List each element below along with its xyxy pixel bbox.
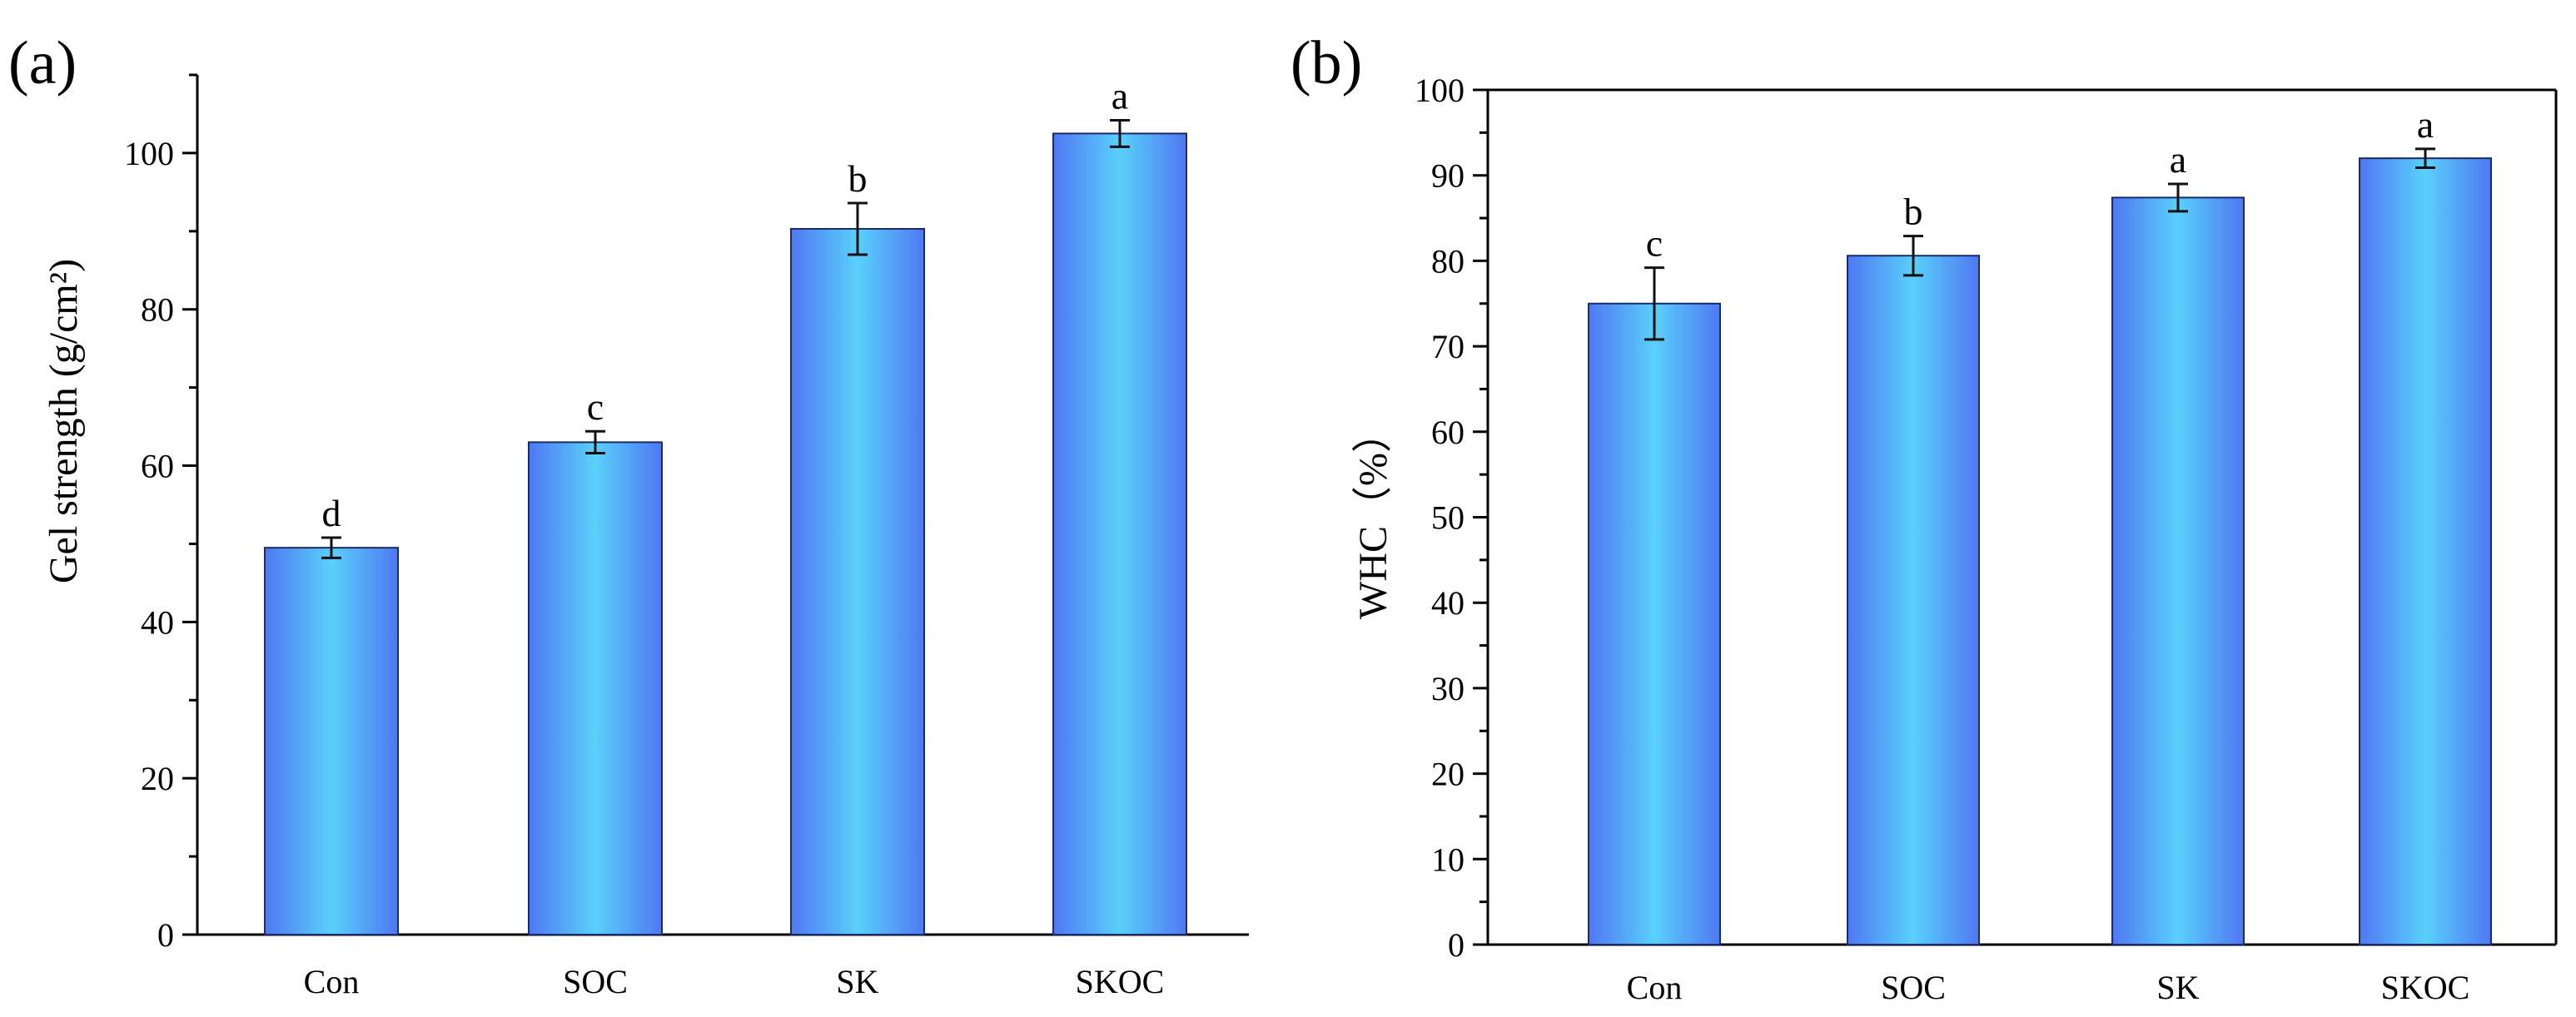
bars-b: c Con b SOC a SK a SKOC [1588, 103, 2492, 1006]
bar-sk-b [2111, 196, 2245, 946]
y-tick-label-b: 30 [1431, 670, 1465, 707]
y-tick-label-b: 20 [1431, 756, 1465, 793]
x-tick-label-a: SKOC [1076, 963, 1165, 1000]
bar-soc-a [528, 441, 663, 935]
y-tick-label-b: 40 [1431, 584, 1465, 622]
y-axis-title-a: Gel strength (g/cm²) [42, 259, 86, 583]
y-tick-label-a: 60 [141, 448, 174, 485]
bars-a: d Con c SOC b SK a SKOC [264, 74, 1187, 1000]
y-tick-label-b: 90 [1431, 157, 1465, 195]
x-tick-label-b: SKOC [2381, 969, 2470, 1006]
y-tick-label-a: 100 [124, 135, 174, 172]
x-tick-label-a: SOC [563, 963, 628, 1000]
x-tick-label-b: SK [2156, 969, 2199, 1006]
x-tick-label-a: SK [836, 963, 878, 1000]
significance-letter-b: c [1646, 222, 1663, 265]
y-tick-label-a: 0 [157, 916, 174, 954]
y-tick-label-b: 10 [1431, 841, 1465, 878]
panel-label-a: (a) [8, 29, 77, 97]
y-tick-label-b: 50 [1431, 499, 1465, 537]
bar-soc-b [1847, 255, 1980, 946]
chart-panel-a: (a) Gel strength (g/cm²) 0 20 40 60 80 100 d C… [8, 29, 1249, 1000]
y-tick-label-a: 80 [141, 291, 174, 329]
significance-letter-b: b [1904, 191, 1923, 233]
bar-skoc-a [1052, 132, 1187, 935]
significance-letter-a: a [1111, 74, 1128, 117]
significance-letter-a: d [322, 492, 341, 534]
y-tick-label-b: 70 [1431, 328, 1465, 365]
y-tick-label-b: 100 [1415, 72, 1465, 109]
y-tick-label-b: 0 [1448, 926, 1465, 964]
bar-con-a [264, 547, 399, 936]
bar-con-b [1588, 302, 1721, 945]
bar-skoc-b [2359, 157, 2492, 946]
significance-letter-a: c [587, 385, 604, 428]
significance-letter-b: a [2417, 103, 2434, 146]
y-tick-label-a: 20 [141, 760, 174, 797]
bar-sk-a [790, 228, 925, 935]
x-tick-label-a: Con [304, 963, 360, 1000]
y-tick-label-b: 60 [1431, 414, 1465, 451]
y-axis-title-b: WHC（%） [1351, 413, 1395, 619]
x-tick-label-b: SOC [1881, 969, 1946, 1006]
significance-letter-a: b [848, 157, 868, 200]
panel-label-b: (b) [1290, 29, 1362, 97]
x-tick-label-b: Con [1627, 969, 1683, 1006]
y-tick-label-a: 40 [141, 603, 174, 641]
y-tick-label-b: 80 [1431, 242, 1465, 280]
chart-panel-b: (b) WHC（%） 0 10 20 30 40 50 60 70 80 90 100 c Con b S… [1290, 29, 2558, 1006]
significance-letter-b: a [2170, 138, 2186, 181]
